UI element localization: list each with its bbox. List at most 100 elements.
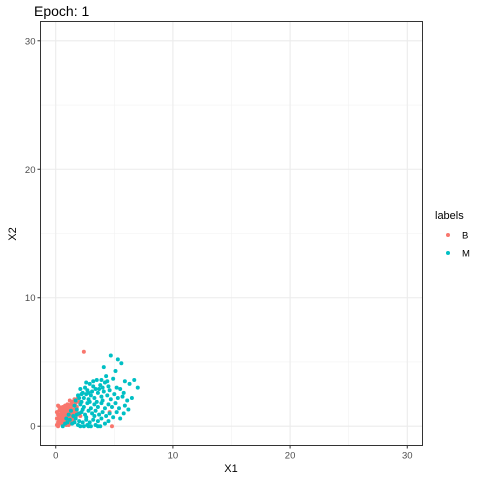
point-m [108,397,113,402]
point-m [129,395,134,400]
point-m [81,424,86,429]
point-b [81,349,86,354]
point-m [80,420,85,425]
point-m [91,384,96,389]
point-m [91,417,96,422]
point-m [121,411,126,416]
data-points [54,349,140,429]
point-m [99,377,104,382]
point-m [95,390,100,395]
legend-label-b: B [462,231,468,242]
y-tick-label: 20 [25,165,36,176]
point-m [67,417,72,422]
y-axis-label: X2 [7,227,19,240]
point-m [90,411,95,416]
point-m [63,421,68,426]
legend-title: labels [435,210,464,222]
point-m [80,407,85,412]
point-m [106,402,111,407]
point-b [57,404,62,409]
point-m [87,381,92,386]
point-m [77,395,82,400]
point-m [107,411,112,416]
point-m [86,408,91,413]
point-m [73,416,78,421]
point-m [115,395,120,400]
legend-label-m: M [462,249,470,260]
point-m [113,401,118,406]
point-m [88,393,93,398]
point-m [106,419,111,424]
point-m [87,399,92,404]
point-m [95,404,100,409]
point-m [113,368,118,373]
point-m [93,386,98,391]
point-m [102,421,107,426]
point-m [71,413,76,418]
point-m [95,424,100,429]
point-m [132,377,137,382]
legend-key-m [446,251,450,255]
point-m [122,403,127,408]
point-m [72,420,77,425]
point-m [94,399,99,404]
point-m [77,419,82,424]
point-m [98,383,103,388]
point-m [114,410,119,415]
point-m [83,385,88,390]
point-m [107,388,112,393]
point-m [118,416,123,421]
point-m [100,398,105,403]
grid-minor [40,21,423,446]
point-m [122,379,127,384]
point-m [74,407,79,412]
point-m [114,385,119,390]
point-m [99,416,104,421]
point-m [86,424,91,429]
point-m [60,424,65,429]
legend-key-b [446,233,450,237]
point-m [108,353,113,358]
point-m [97,412,102,417]
point-b [58,412,63,417]
chart-title: Epoch: 1 [34,3,89,19]
point-b [60,415,65,420]
point-m [106,384,111,389]
point-m [117,406,122,411]
point-m [118,386,123,391]
point-m [102,406,107,411]
grid-major [40,21,423,446]
point-m [105,393,110,398]
point-m [121,390,126,395]
point-m [92,402,97,407]
point-m [90,389,95,394]
x-tick-label: 20 [285,451,296,462]
point-m [101,389,106,394]
point-m [66,412,71,417]
point-m [94,377,99,382]
point-m [126,407,131,412]
point-b [68,402,73,407]
point-b [56,424,61,429]
point-m [79,392,84,397]
point-b [58,419,63,424]
point-m [91,379,96,384]
point-m [92,413,97,418]
point-m [68,408,73,413]
point-m [93,408,98,413]
y-tick-label: 0 [30,422,35,433]
legend: labels B M [435,210,470,260]
point-m [76,422,80,427]
point-m [109,404,114,409]
point-m [97,386,102,391]
point-b [54,416,59,421]
point-b [54,410,59,415]
point-m [101,365,106,370]
point-m [79,399,84,404]
point-m [86,390,91,395]
x-axis-label: X1 [224,463,237,475]
point-m [112,392,117,397]
point-m [125,398,130,403]
point-m [115,357,120,362]
